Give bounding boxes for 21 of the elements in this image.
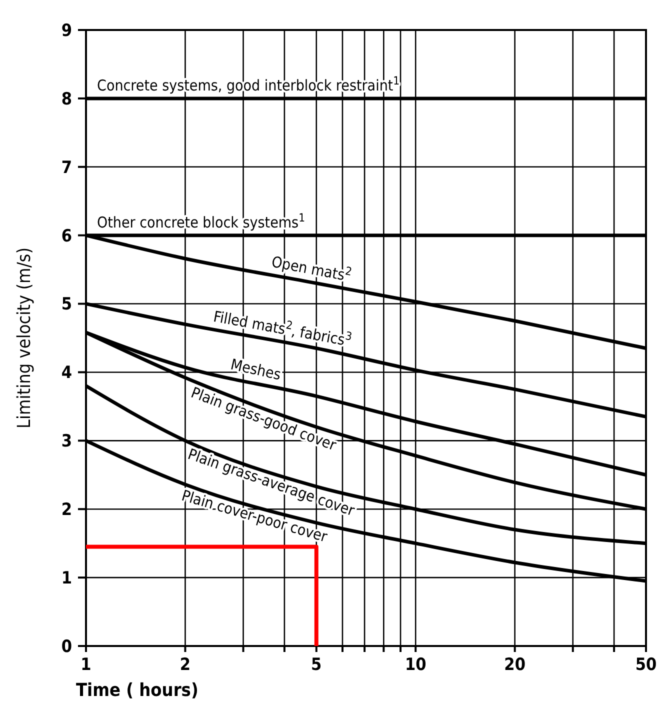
x-tick-label: 50 [635, 655, 657, 675]
text: Meshes [229, 355, 283, 384]
y-tick-label: 7 [61, 158, 72, 178]
y-tick-label: 2 [61, 500, 72, 520]
y-tick-label: 8 [61, 89, 72, 110]
x-axis-title: Time ( hours) [76, 680, 198, 701]
text: Open mats$^{2}$ [270, 252, 354, 284]
y-axis-title: Limiting velocity (m/s) [14, 247, 35, 429]
y-tick-label: 1 [61, 568, 72, 589]
x-tick-label: 2 [180, 655, 191, 675]
x-tick-label: 1 [80, 655, 92, 675]
y-tick-label: 3 [61, 432, 72, 452]
y-tick-label: 4 [61, 363, 72, 384]
x-tick-label: 20 [504, 655, 526, 675]
x-tick-label: 10 [404, 655, 426, 675]
y-tick-label: 9 [61, 20, 72, 41]
text: Filled mats$^{2}$, fabrics$^{3}$ [212, 307, 354, 350]
y-tick-label: 5 [61, 294, 72, 315]
x-tick-label: 5 [311, 655, 322, 675]
y-tick-label: 0 [61, 636, 72, 657]
y-tick-label: 6 [61, 226, 72, 246]
